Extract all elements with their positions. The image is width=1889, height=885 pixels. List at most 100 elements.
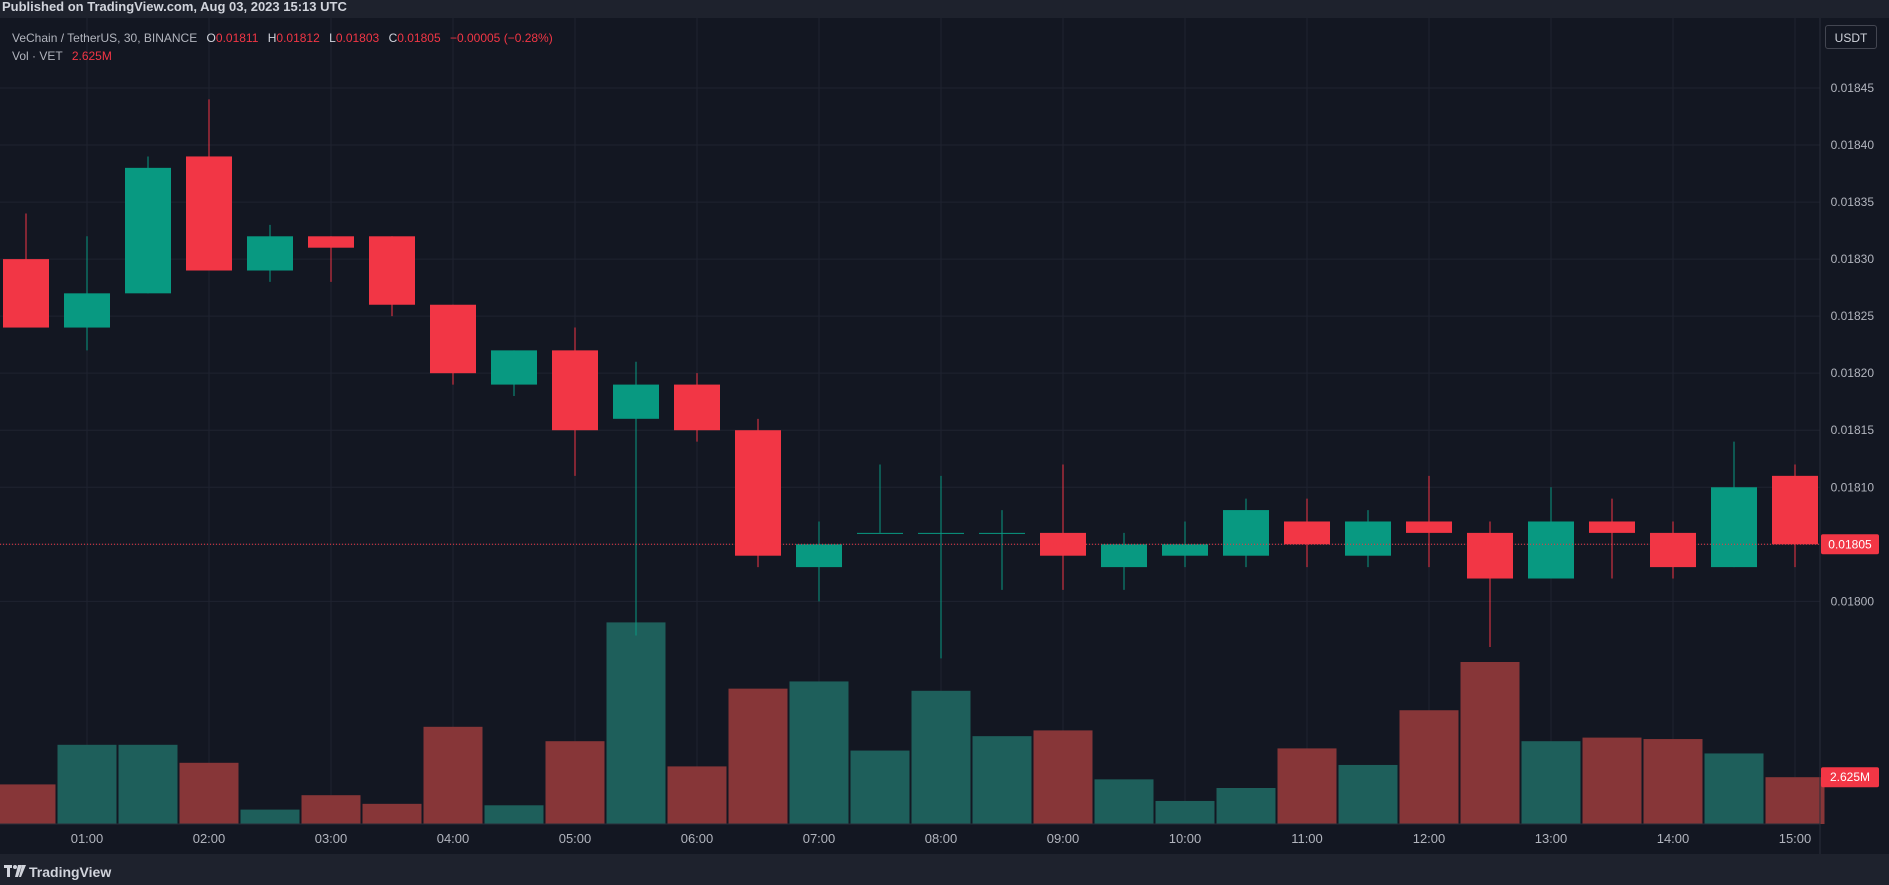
price-tick-label: 0.01800: [1831, 594, 1875, 608]
candle-body: [369, 236, 415, 305]
volume-bar: [1704, 753, 1764, 824]
symbol-name[interactable]: VeChain / TetherUS, 30, BINANCE: [12, 31, 198, 45]
volume-row: Vol · VET 2.625M: [12, 47, 553, 65]
volume-bar: [545, 741, 605, 824]
volume-bar: [1033, 730, 1093, 824]
close-label: C: [388, 31, 398, 45]
candle-body: [1467, 532, 1513, 579]
chart-area[interactable]: 0.01845 0.01840 0.01835 0.01830 0.01825 0.018…: [0, 18, 1889, 854]
time-tick-label: 06:00: [681, 831, 714, 846]
volume-value: 2.625M: [71, 49, 112, 63]
time-axis[interactable]: 01:00 02:00 03:00 04:00 05:00 06:00 07:00 08:00…: [0, 823, 1820, 846]
candle-body: [796, 544, 842, 568]
price-tick-label: 0.01820: [1831, 366, 1875, 380]
volume-bar: [301, 795, 361, 824]
candle-body: [613, 384, 659, 419]
high-label: H: [267, 31, 277, 45]
candle-body: [857, 532, 903, 534]
volume-bar: [484, 805, 544, 824]
candle-body: [430, 304, 476, 374]
time-tick-label: 11:00: [1291, 831, 1323, 846]
volume-bar: [1521, 741, 1581, 824]
volume-bar: [0, 784, 56, 824]
candle-body: [979, 532, 1025, 534]
volume-bars: [0, 622, 1825, 824]
time-tick-label: 04:00: [437, 831, 470, 846]
open-value: 0.01811: [215, 31, 259, 45]
volume-bar: [1155, 800, 1215, 824]
price-tick-label: 0.01840: [1831, 138, 1875, 152]
volume-bar: [1765, 777, 1825, 824]
volume-bar: [1277, 748, 1337, 824]
volume-bar: [423, 726, 483, 824]
volume-label[interactable]: Vol · VET: [12, 49, 63, 63]
candle-body: [552, 350, 598, 431]
published-text: Published on TradingView.com, Aug 03, 20…: [2, 0, 347, 14]
time-tick-label: 10:00: [1169, 831, 1202, 846]
volume-bar: [1399, 710, 1459, 824]
volume-bar: [240, 809, 300, 824]
volume-bar: [1094, 779, 1154, 824]
candle-body: [735, 430, 781, 556]
time-tick-label: 03:00: [315, 831, 348, 846]
candle-body: [1711, 487, 1757, 568]
candle-body: [1589, 521, 1635, 533]
volume-bar: [1216, 788, 1276, 824]
price-axis[interactable]: 0.01845 0.01840 0.01835 0.01830 0.01825 0.018…: [1819, 18, 1879, 854]
price-tick-label: 0.01825: [1831, 309, 1875, 323]
price-tick-label: 0.01845: [1831, 81, 1875, 95]
grid-lines: [0, 18, 1820, 824]
time-tick-label: 07:00: [803, 831, 836, 846]
chart-legend: VeChain / TetherUS, 30, BINANCE O0.01811…: [12, 29, 553, 65]
time-tick-label: 09:00: [1047, 831, 1080, 846]
volume-bar: [850, 750, 910, 824]
price-tick-label: 0.01815: [1831, 423, 1875, 437]
footer: TradingView: [0, 854, 1889, 885]
last-price-badge: [1821, 534, 1879, 555]
close-value: 0.01805: [397, 31, 441, 45]
candle-body: [1345, 521, 1391, 556]
time-tick-label: 14:00: [1657, 831, 1690, 846]
change-value: −0.00005 (−0.28%): [449, 31, 553, 45]
candle-body: [186, 156, 232, 271]
candle-body: [918, 532, 964, 534]
time-tick-label: 12:00: [1413, 831, 1446, 846]
currency-button[interactable]: USDT: [1825, 25, 1877, 49]
tradingview-logo-icon: [4, 865, 26, 877]
volume-bar: [911, 690, 971, 824]
candle-body: [1162, 544, 1208, 556]
candles: [3, 99, 1818, 659]
candle-body: [1650, 532, 1696, 568]
volume-badge: [1821, 767, 1879, 788]
candle-body: [1528, 521, 1574, 579]
footer-brand[interactable]: TradingView: [29, 864, 112, 880]
volume-bar: [118, 744, 178, 824]
volume-bar: [179, 762, 239, 824]
volume-bar: [57, 744, 117, 824]
candle-body: [491, 350, 537, 385]
candle-body: [1223, 510, 1269, 556]
candlestick-chart[interactable]: 0.01845 0.01840 0.01835 0.01830 0.01825 0.018…: [0, 18, 1889, 854]
volume-bar: [789, 681, 849, 824]
volume-bar: [972, 736, 1032, 824]
candle-body: [308, 236, 354, 248]
price-tick-label: 0.01810: [1831, 480, 1875, 494]
candle-body: [64, 293, 110, 328]
candle-body: [1406, 521, 1452, 533]
candle-body: [1772, 475, 1818, 545]
candle-body: [247, 236, 293, 271]
price-tick-label: 0.01835: [1831, 195, 1875, 209]
last-price-label: 0.01805: [1828, 537, 1872, 551]
time-tick-label: 15:00: [1779, 831, 1812, 846]
volume-bar: [362, 803, 422, 824]
low-value: 0.01803: [335, 31, 380, 45]
volume-bar: [606, 622, 666, 824]
high-value: 0.01812: [276, 31, 320, 45]
volume-bar: [728, 688, 788, 824]
price-tick-label: 0.01830: [1831, 252, 1875, 266]
volume-bar: [1460, 662, 1520, 824]
volume-badge-label: 2.625M: [1830, 770, 1870, 784]
published-banner: Published on TradingView.com, Aug 03, 20…: [0, 0, 1889, 18]
volume-bar: [1338, 764, 1398, 824]
volume-bar: [1643, 739, 1703, 824]
